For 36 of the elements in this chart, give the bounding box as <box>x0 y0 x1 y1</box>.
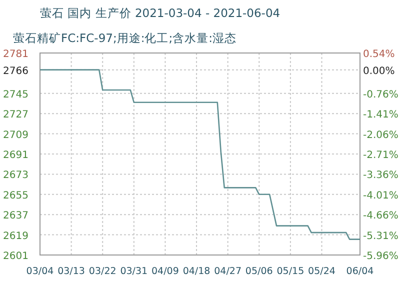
x-tick-label: 05/06 <box>245 266 273 277</box>
x-tick-label: 06/04 <box>346 266 374 277</box>
y2-tick-label: -2.06% <box>363 130 398 141</box>
x-tick-label: 05/15 <box>276 266 304 277</box>
y-tick-label: 2637 <box>3 210 28 222</box>
y2-tick-label: -3.36% <box>363 170 398 182</box>
y-tick-label: 2781 <box>3 49 28 60</box>
y2-tick-label: -4.66% <box>363 210 398 222</box>
y-tick-label: 2727 <box>3 110 28 121</box>
chart-subtitle: 萤石精矿FC:FC-97;用途:化工;含水量:湿态 <box>13 31 236 45</box>
y2-tick-label: -1.41% <box>363 110 398 121</box>
y2-tick-label: 0.00% <box>363 66 395 77</box>
line-series <box>39 69 361 240</box>
x-tick-label: 04/18 <box>182 266 210 277</box>
x-tick-label: 03/13 <box>58 266 85 277</box>
y2-tick-label: -2.71% <box>363 150 398 161</box>
y-tick-label: 2709 <box>3 130 28 141</box>
y-tick-label: 2745 <box>3 89 28 100</box>
x-tick-label: 04/27 <box>214 266 242 277</box>
y-tick-label: 2619 <box>3 230 28 242</box>
y-tick-label: 2691 <box>3 150 28 161</box>
y2-tick-label: -4.01% <box>363 190 398 202</box>
x-tick-label: 03/22 <box>88 266 116 277</box>
chart-title: 萤石 国内 生产价 2021-03-04 - 2021-06-04 <box>40 6 280 20</box>
y-tick-label: 2655 <box>3 190 28 202</box>
y2-tick-label: -0.76% <box>363 89 398 100</box>
y-tick-label: 2673 <box>3 170 28 182</box>
y2-tick-label: -5.31% <box>363 230 398 242</box>
y-tick-label: 2766 <box>3 66 28 77</box>
x-tick-label: 03/04 <box>26 266 54 277</box>
y-tick-label: 2601 <box>3 251 28 262</box>
x-tick-label: 05/24 <box>308 266 336 277</box>
x-tick-label: 03/31 <box>120 266 148 277</box>
x-tick-label: 04/09 <box>152 266 179 277</box>
y2-tick-label: -5.96% <box>363 251 398 262</box>
y2-tick-label: 0.54% <box>363 49 395 60</box>
